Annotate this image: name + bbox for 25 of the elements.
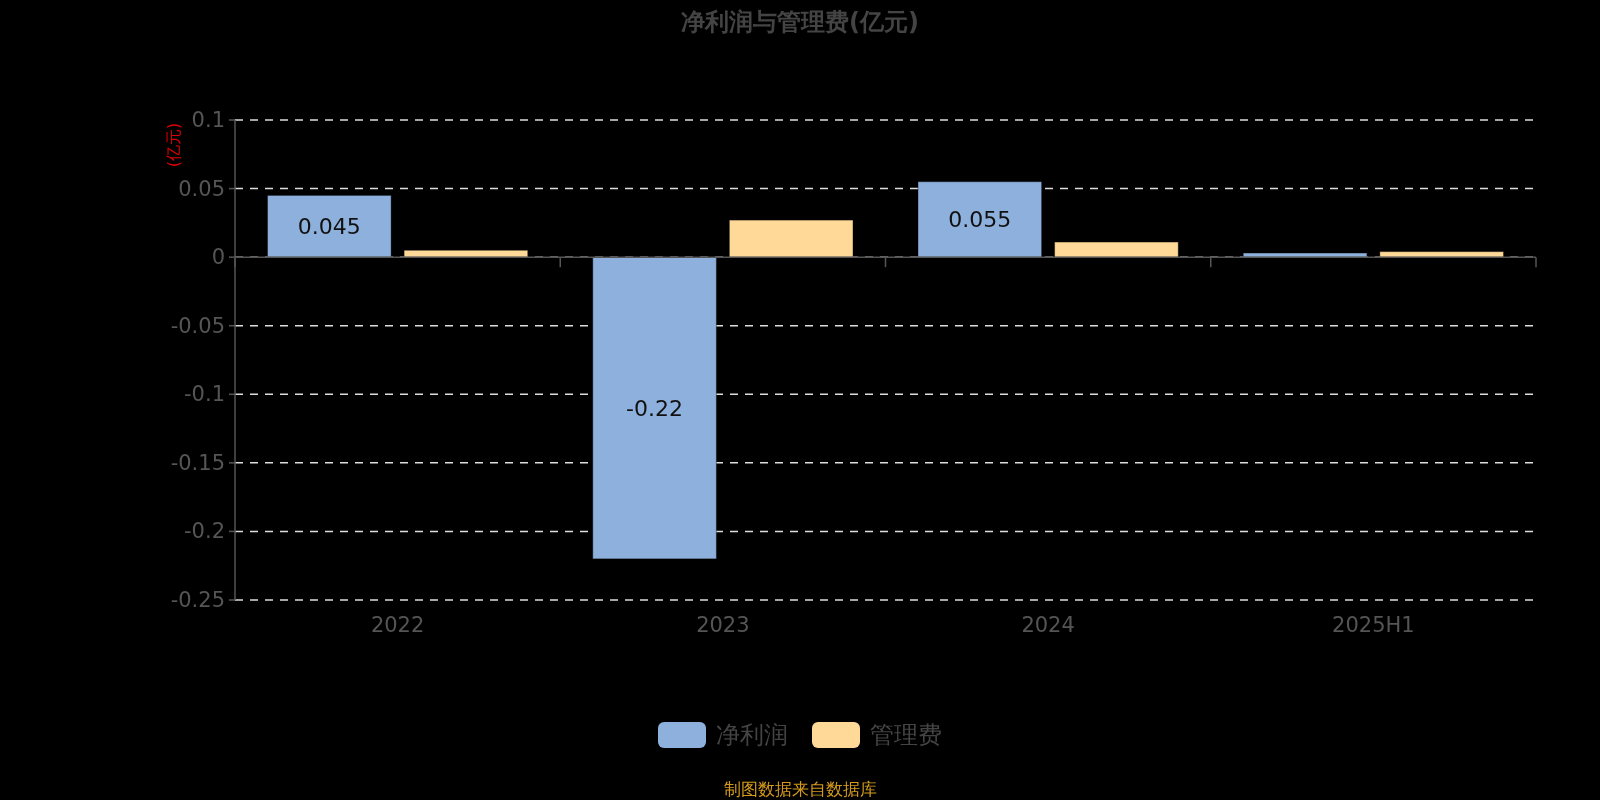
y-tick-label: -0.2 xyxy=(184,519,225,544)
data-label: 0.055 xyxy=(948,206,1012,232)
y-tick-label: -0.05 xyxy=(170,313,225,338)
bar xyxy=(728,219,854,258)
y-tick-label: 0.1 xyxy=(191,108,225,132)
bar xyxy=(1054,241,1179,258)
data-label: -0.22 xyxy=(626,395,684,421)
x-tick-label: 2025H1 xyxy=(1332,613,1415,637)
y-tick-label: -0.15 xyxy=(170,450,225,475)
x-tick-label: 2023 xyxy=(696,613,750,637)
chart-title: 净利润与管理费(亿元) xyxy=(681,8,919,36)
legend-label: 净利润 xyxy=(716,721,788,749)
legend-label: 管理费 xyxy=(870,721,942,749)
y-tick-label: 0.05 xyxy=(178,176,225,201)
y-tick-label: -0.25 xyxy=(170,588,225,612)
bar xyxy=(917,181,1043,258)
bar xyxy=(592,256,717,560)
x-tick-label: 2024 xyxy=(1021,613,1075,637)
bar xyxy=(267,194,392,258)
text: 制图数据来自数据库 xyxy=(723,779,877,799)
x-tick-label: 2022 xyxy=(370,613,425,637)
y-tick-label: 0 xyxy=(211,245,225,270)
y-axis-title: (亿元) xyxy=(163,122,183,168)
y-tick-label: -0.1 xyxy=(184,382,225,407)
data-label: 0.045 xyxy=(297,213,361,239)
